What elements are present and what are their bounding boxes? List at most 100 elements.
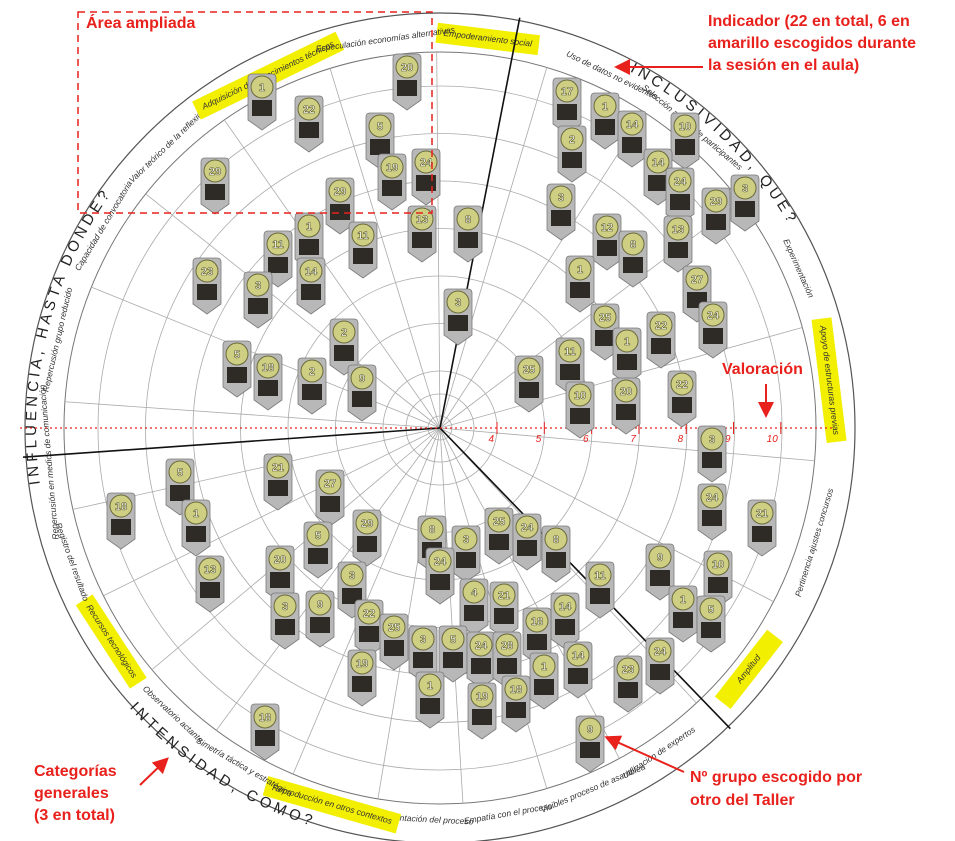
group-marker: 19 xyxy=(377,153,407,211)
group-marker: 29 xyxy=(325,177,355,235)
group-number: 1 xyxy=(306,221,312,233)
marker-badge xyxy=(328,179,352,203)
radial-line xyxy=(216,427,441,731)
group-number: 18 xyxy=(262,362,274,374)
marker-thumb xyxy=(270,572,290,588)
marker-badge xyxy=(318,471,342,495)
marker-badge xyxy=(648,545,672,569)
group-number: 3 xyxy=(282,601,288,613)
group-number: 22 xyxy=(676,379,688,391)
group-number: 8 xyxy=(553,534,559,546)
group-number: 29 xyxy=(334,186,346,198)
marker-badge xyxy=(593,305,617,329)
marker-thumb xyxy=(353,248,373,264)
group-number: 14 xyxy=(626,119,639,131)
annotations: Área ampliada Indicador (22 en total, 6 … xyxy=(34,11,916,824)
radial-line xyxy=(439,67,548,429)
marker-thumb xyxy=(708,577,728,593)
marker-thumb xyxy=(517,540,537,556)
marker-thumb xyxy=(472,709,492,725)
marker-badge xyxy=(706,552,730,576)
group-number: 1 xyxy=(427,680,433,692)
group-marker: 25 xyxy=(590,303,620,361)
marker-badge xyxy=(266,232,290,256)
marker-badge xyxy=(420,517,444,541)
marker-thumb xyxy=(551,210,571,226)
marker-badge xyxy=(668,169,692,193)
group-marker: 1 xyxy=(565,255,595,313)
marker-thumb xyxy=(562,152,582,168)
divider xyxy=(22,427,441,458)
marker-thumb xyxy=(302,384,322,400)
group-marker: 19 xyxy=(347,649,377,707)
marker-badge xyxy=(733,176,757,200)
group-number: 3 xyxy=(420,634,426,646)
group-number: 21 xyxy=(756,508,768,520)
marker-thumb xyxy=(197,284,217,300)
group-marker: 10 xyxy=(703,550,733,608)
group-number: 4 xyxy=(471,587,478,599)
marker-badge xyxy=(578,717,602,741)
group-number: 2 xyxy=(341,327,347,339)
group-marker: 24 xyxy=(697,483,727,541)
marker-badge xyxy=(671,587,695,611)
group-marker: 10 xyxy=(670,112,700,170)
marker-badge xyxy=(355,511,379,535)
marker-badge xyxy=(462,580,486,604)
group-marker: 24 xyxy=(411,148,441,206)
group-marker: 29 xyxy=(352,509,382,567)
marker-thumb xyxy=(623,257,643,273)
indicator-highlight xyxy=(811,317,847,444)
group-marker: 22 xyxy=(667,370,697,428)
group-number: 13 xyxy=(204,564,216,576)
group-marker: 20 xyxy=(392,53,422,111)
group-number: 5 xyxy=(177,467,183,479)
group-marker: 21 xyxy=(747,499,777,557)
group-number: 11 xyxy=(594,570,606,582)
marker-thumb xyxy=(464,605,484,621)
radial-line xyxy=(439,427,815,462)
group-marker: 3 xyxy=(270,592,300,650)
group-note: otro del Taller xyxy=(690,792,795,809)
group-marker: 2 xyxy=(297,357,327,415)
marker-badge xyxy=(544,527,568,551)
group-marker: 13 xyxy=(663,215,693,273)
group-number: 1 xyxy=(259,82,265,94)
group-marker: 8 xyxy=(541,525,571,583)
marker-thumb xyxy=(334,345,354,361)
marker-thumb xyxy=(443,652,463,668)
group-number: 5 xyxy=(450,634,456,646)
group-number: 24 xyxy=(707,310,720,322)
group-marker: 11 xyxy=(585,561,615,619)
group-marker: 3 xyxy=(697,425,727,483)
marker-thumb xyxy=(370,139,390,155)
marker-thumb xyxy=(430,574,450,590)
marker-thumb xyxy=(580,742,600,758)
marker-thumb xyxy=(205,184,225,200)
marker-thumb xyxy=(494,608,514,624)
marker-thumb xyxy=(170,485,190,501)
marker-thumb xyxy=(557,104,577,120)
marker-thumb xyxy=(534,679,554,695)
marker-badge xyxy=(428,549,452,573)
marker-badge xyxy=(351,223,375,247)
group-number: 25 xyxy=(523,364,535,376)
marker-thumb xyxy=(706,214,726,230)
group-number: 23 xyxy=(622,664,634,676)
group-number: 24 xyxy=(706,492,719,504)
radial-line xyxy=(439,427,464,804)
group-number: 1 xyxy=(577,264,583,276)
marker-badge xyxy=(593,94,617,118)
marker-thumb xyxy=(590,588,610,604)
marker-thumb xyxy=(555,619,575,635)
group-number: 25 xyxy=(599,312,611,324)
marker-thumb xyxy=(673,612,693,628)
marker-badge xyxy=(620,112,644,136)
group-marker: 24 xyxy=(665,167,695,225)
marker-thumb xyxy=(701,622,721,638)
marker-badge xyxy=(558,339,582,363)
group-number: 3 xyxy=(463,534,469,546)
group-marker: 23 xyxy=(192,257,222,315)
group-number: 3 xyxy=(349,570,355,582)
marker-badge xyxy=(568,383,592,407)
